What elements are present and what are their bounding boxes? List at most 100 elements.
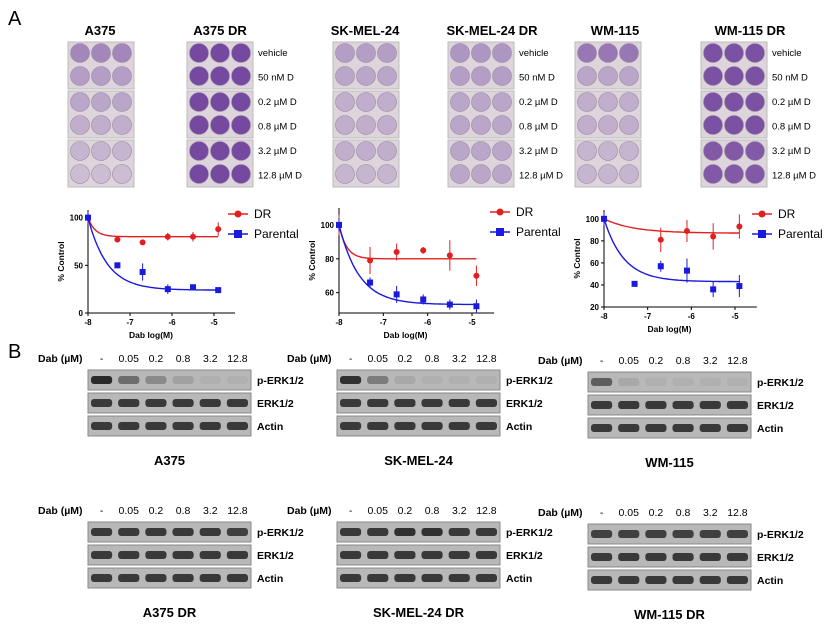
band [475, 528, 497, 536]
data-point-dr [420, 247, 427, 254]
x-axis-label: Dab log(M) [384, 330, 428, 340]
dose-label: 0.8 [676, 507, 691, 519]
dose-label: 0.05 [619, 507, 640, 519]
band [226, 376, 248, 384]
legend-marker [758, 210, 766, 218]
band [340, 376, 362, 384]
well [356, 141, 376, 161]
band [591, 553, 613, 561]
protein-label: ERK1/2 [757, 552, 794, 564]
data-point-dr [736, 223, 743, 230]
well [450, 115, 470, 135]
well [703, 66, 723, 86]
well [577, 92, 597, 112]
well [471, 115, 491, 135]
dose-label: 12.8 [227, 353, 248, 365]
well [112, 141, 132, 161]
cell-line-header: A375 DR [193, 23, 247, 38]
protein-label: Actin [506, 421, 532, 433]
protein-label: Actin [757, 575, 783, 587]
western-blot-sk-mel-24: Dab (µM) - 0.05 0.2 0.8 3.2 12.8 p-ERK1/2 ERK1/2… [287, 353, 553, 468]
well [598, 92, 618, 112]
band [91, 528, 113, 536]
x-axis-label: Dab log(M) [648, 324, 692, 334]
band [226, 399, 248, 407]
treatment-label: 50 nM D [519, 73, 555, 84]
band [394, 551, 416, 559]
well [377, 141, 397, 161]
plate-a375-dr [186, 41, 254, 188]
band [726, 424, 748, 432]
well [745, 115, 765, 135]
well [745, 43, 765, 63]
band [226, 551, 248, 559]
legend-marker [234, 230, 242, 238]
data-point-dr [473, 272, 480, 279]
x-tick-label: -6 [688, 312, 696, 321]
band [199, 528, 221, 536]
band [91, 574, 113, 582]
dose-label: 0.05 [119, 353, 140, 365]
x-tick-label: -6 [424, 318, 432, 327]
treatment-label: 3.2 µM D [772, 146, 811, 157]
treatment-label: vehicle [772, 48, 802, 59]
data-point-parental [473, 303, 480, 310]
band [699, 424, 721, 432]
legend-label: Parental [254, 227, 299, 241]
band [394, 399, 416, 407]
dose-label: 0.2 [649, 355, 664, 367]
fit-curve-dr [338, 224, 477, 260]
data-point-parental [114, 262, 121, 269]
dose-label: 3.2 [452, 505, 467, 517]
treatment-label: 12.8 µM D [519, 171, 563, 182]
panel-label-b: B [8, 341, 21, 363]
dose-label: 0.8 [425, 353, 440, 365]
well [619, 164, 639, 184]
band [672, 553, 694, 561]
band [672, 576, 694, 584]
well [703, 141, 723, 161]
dose-label: 12.8 [476, 353, 497, 365]
band [475, 399, 497, 407]
band [726, 576, 748, 584]
band [91, 422, 113, 430]
well [377, 164, 397, 184]
y-tick-label: 60 [590, 259, 599, 268]
dose-header: Dab (µM) [538, 355, 583, 367]
band [172, 376, 194, 384]
band [199, 551, 221, 559]
dose-label: 3.2 [703, 355, 718, 367]
well [210, 164, 230, 184]
treatment-label: 0.8 µM D [772, 122, 811, 133]
blot-strip [87, 521, 252, 543]
dose-header: Dab (µM) [38, 505, 83, 517]
data-point-dr [215, 226, 222, 233]
data-point-parental [215, 287, 222, 294]
well [577, 141, 597, 161]
x-tick-label: -7 [644, 312, 652, 321]
band [645, 424, 667, 432]
band [367, 528, 389, 536]
band [367, 376, 389, 384]
band [340, 574, 362, 582]
blot-strip [587, 523, 752, 545]
blot-strip [587, 546, 752, 568]
well [703, 92, 723, 112]
y-axis-label: % Control [572, 238, 582, 278]
western-blot-wm-115-dr: Dab (µM) - 0.05 0.2 0.8 3.2 12.8 p-ERK1/2 ERK1/2… [538, 507, 804, 622]
well [598, 164, 618, 184]
x-tick-label: -5 [468, 318, 476, 327]
protein-label: Actin [257, 573, 283, 585]
blot-strip [87, 392, 252, 414]
legend-marker [234, 210, 242, 218]
band [394, 376, 416, 384]
band [618, 553, 640, 561]
plate-wm-115-dr [700, 41, 768, 188]
band [645, 378, 667, 386]
blot-strip [336, 567, 501, 589]
band [145, 551, 167, 559]
well [471, 141, 491, 161]
band [475, 574, 497, 582]
band [172, 551, 194, 559]
protein-label: ERK1/2 [757, 400, 794, 412]
